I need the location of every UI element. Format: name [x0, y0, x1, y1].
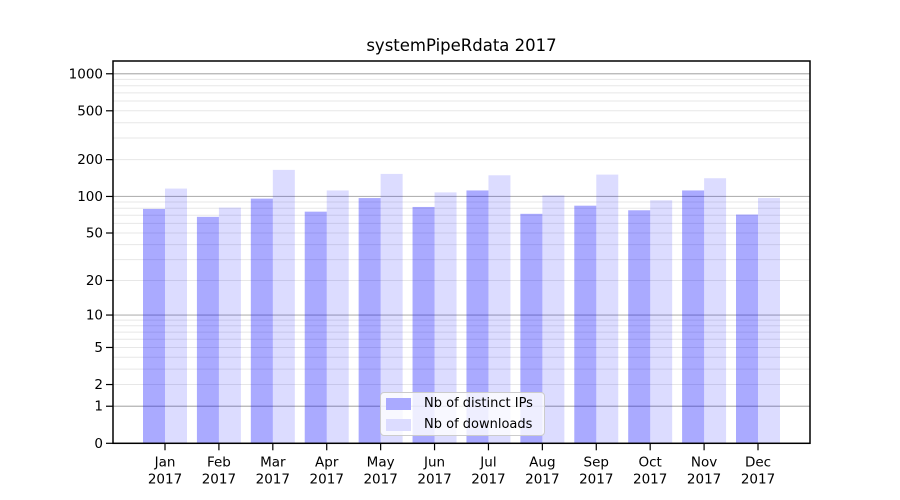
- y-tick-label: 1: [94, 399, 103, 415]
- y-tick-label: 200: [77, 152, 103, 168]
- x-tick-label-year: 2017: [525, 472, 559, 488]
- bar-may-downloads: [380, 173, 403, 444]
- x-tick-label-month: Dec: [745, 455, 771, 471]
- y-tick-label: 500: [77, 103, 103, 119]
- bar-sep-downloads: [596, 174, 619, 444]
- bar-jun-ips: [412, 206, 435, 444]
- y-tick-label: 0: [94, 436, 103, 452]
- x-tick-label-month: Nov: [691, 455, 717, 471]
- x-tick-label-year: 2017: [310, 472, 344, 488]
- bar-nov-ips: [682, 190, 705, 444]
- x-tick-label-year: 2017: [687, 472, 721, 488]
- bar-mar-downloads: [272, 169, 295, 444]
- bar-sep-ips: [574, 205, 597, 444]
- bar-jan-downloads: [165, 188, 187, 444]
- y-tick-label: 1000: [69, 66, 103, 82]
- x-tick-label-year: 2017: [202, 472, 236, 488]
- y-tick-label: 100: [77, 189, 103, 205]
- plot-frame: [112, 60, 811, 445]
- x-tick-label-year: 2017: [633, 472, 667, 488]
- bar-feb-downloads: [218, 207, 241, 444]
- x-tick-label-month: Jul: [479, 455, 496, 471]
- legend-label: Nb of distinct IPs: [424, 396, 533, 411]
- x-tick-label-year: 2017: [417, 472, 451, 488]
- bar-jan-ips: [143, 208, 165, 444]
- bar-oct-downloads: [650, 200, 673, 444]
- bar-oct-ips: [628, 210, 651, 444]
- y-tick-label: 20: [86, 273, 103, 289]
- x-tick-label-year: 2017: [471, 472, 505, 488]
- legend-item-distinct-ips: Nb of distinct IPs: [386, 395, 544, 413]
- bar-aug-ips: [520, 213, 543, 444]
- series-distinct-ips: [143, 190, 758, 444]
- bar-apr-ips: [304, 211, 327, 444]
- legend-item-downloads: Nb of downloads: [386, 416, 544, 434]
- bar-nov-downloads: [704, 178, 727, 444]
- x-axis: Jan2017Feb2017Mar2017Apr2017May2017Jun20…: [148, 443, 775, 488]
- series-downloads: [165, 169, 780, 444]
- x-tick-label-month: Jan: [154, 455, 176, 471]
- x-tick-label-month: Aug: [529, 455, 555, 471]
- x-tick-label-year: 2017: [148, 472, 182, 488]
- y-tick-label: 5: [94, 340, 103, 356]
- bar-may-ips: [358, 198, 381, 444]
- bar-feb-ips: [196, 216, 219, 444]
- chart-title: systemPipeRdata 2017: [366, 36, 557, 55]
- bar-dec-downloads: [758, 198, 780, 444]
- y-axis: 0 1 2 5 10 20 50 100 200 500 1000: [69, 66, 113, 452]
- x-tick-label-year: 2017: [579, 472, 613, 488]
- x-tick-label-month: Feb: [207, 455, 231, 471]
- bar-aug-downloads: [542, 195, 565, 444]
- legend-swatch-downloads: [386, 418, 411, 431]
- x-tick-label-year: 2017: [741, 472, 775, 488]
- bar-dec-ips: [736, 214, 758, 444]
- y-tick-label: 2: [94, 377, 103, 393]
- x-tick-label-year: 2017: [363, 472, 397, 488]
- x-tick-label-year: 2017: [256, 472, 290, 488]
- x-tick-label-month: May: [367, 455, 395, 471]
- bar-jul-downloads: [488, 175, 511, 444]
- y-tick-label: 50: [86, 225, 103, 241]
- x-tick-label-month: Jun: [423, 455, 445, 471]
- legend-label: Nb of downloads: [424, 417, 533, 432]
- x-tick-label-month: Oct: [639, 455, 662, 471]
- x-tick-label-month: Apr: [315, 455, 339, 471]
- legend-swatch-distinct-ips: [386, 397, 411, 410]
- bar-apr-downloads: [326, 190, 349, 444]
- x-tick-label-month: Mar: [260, 455, 286, 471]
- legend: Nb of distinct IPs Nb of downloads: [380, 392, 545, 436]
- bar-mar-ips: [250, 198, 273, 444]
- bar-jul-ips: [466, 190, 489, 444]
- y-tick-label: 10: [86, 308, 103, 324]
- bar-jun-downloads: [434, 192, 457, 444]
- x-tick-label-month: Sep: [584, 455, 609, 471]
